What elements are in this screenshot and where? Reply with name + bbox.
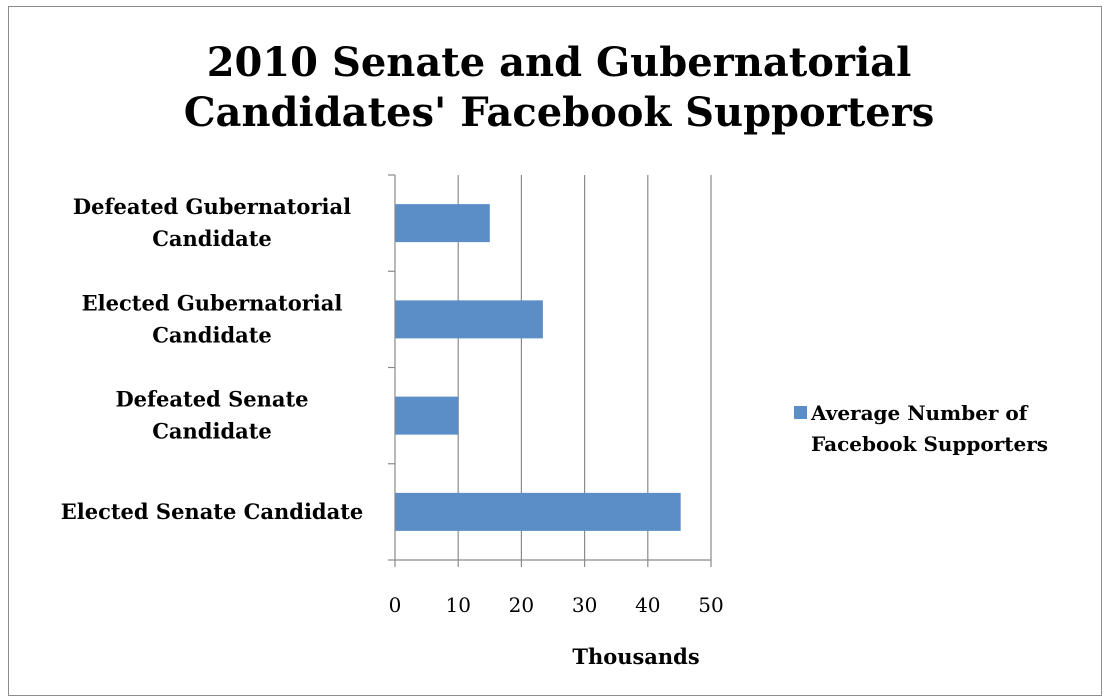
x-tick-label: 30 bbox=[572, 593, 597, 617]
axes bbox=[388, 174, 712, 567]
category-label: Defeated Senate Candidate bbox=[115, 387, 308, 444]
legend-label-line-2: Facebook Supporters bbox=[811, 432, 1049, 456]
category-label: Elected Senate Candidate bbox=[61, 499, 364, 524]
x-tick-label: 50 bbox=[698, 593, 723, 617]
bar-series bbox=[395, 204, 681, 531]
category-label-line: Candidate bbox=[152, 322, 272, 347]
category-label-line: Candidate bbox=[152, 419, 272, 444]
category-label-line: Elected Gubernatorial bbox=[82, 290, 343, 315]
chart-title-line-2: Candidates' Facebook Supporters bbox=[183, 89, 935, 136]
category-label: Defeated Gubernatorial Candidate bbox=[73, 194, 351, 251]
x-tick-label: 40 bbox=[635, 593, 660, 617]
category-label-line: Defeated Senate bbox=[115, 387, 308, 412]
legend-swatch bbox=[794, 406, 807, 419]
bar bbox=[395, 492, 681, 531]
chart-title-line-1: 2010 Senate and Gubernatorial bbox=[206, 39, 912, 86]
tick-labels: 0 10 20 30 40 50 bbox=[389, 593, 724, 617]
chart-frame bbox=[8, 6, 1102, 696]
legend-label: Average Number of Facebook Supporters bbox=[811, 398, 1048, 460]
category-labels: Elected Senate Candidate Defeated Senate C… bbox=[61, 194, 364, 524]
x-tick-label: 20 bbox=[509, 593, 534, 617]
bar bbox=[395, 204, 490, 243]
legend-label-line-1: Average Number of bbox=[811, 401, 1028, 425]
x-tick-label: 10 bbox=[445, 593, 470, 617]
x-axis-title: Thousands bbox=[572, 644, 699, 669]
chart-title: 2010 Senate and Gubernatorial Candidates… bbox=[0, 38, 1104, 138]
category-label-line: Elected Senate Candidate bbox=[61, 499, 364, 524]
bar bbox=[395, 300, 543, 339]
bar bbox=[395, 396, 459, 435]
category-label-line: Defeated Gubernatorial bbox=[73, 194, 351, 219]
category-label: Elected Gubernatorial Candidate bbox=[82, 290, 343, 347]
category-label-line: Candidate bbox=[152, 226, 272, 251]
x-tick-label: 0 bbox=[389, 593, 402, 617]
